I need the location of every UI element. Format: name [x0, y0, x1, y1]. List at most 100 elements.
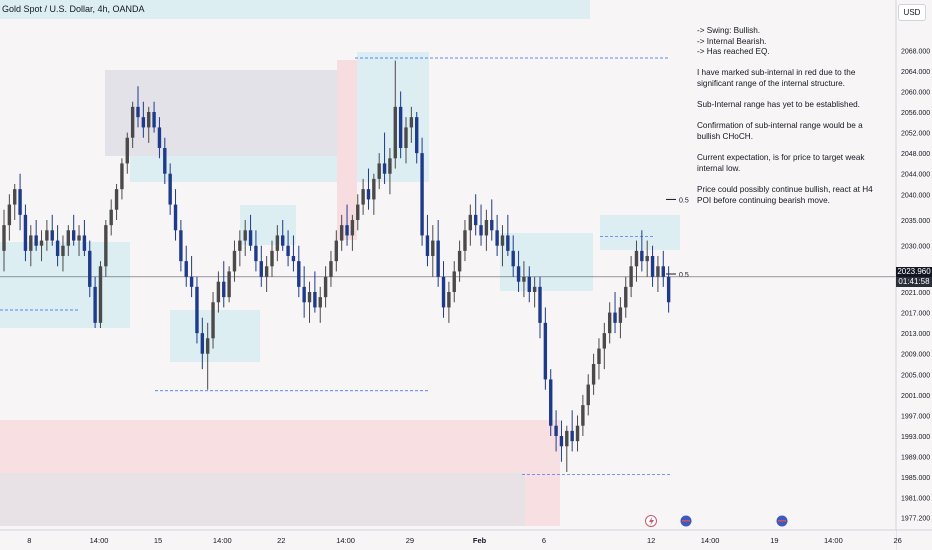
candle-body — [104, 225, 108, 267]
candle — [554, 410, 558, 452]
candle — [345, 204, 349, 246]
candle-body — [232, 250, 237, 272]
candle-body — [195, 286, 199, 334]
candle-body — [597, 348, 601, 364]
candle — [222, 261, 226, 308]
symbol-title[interactable]: Gold Spot / U.S. Dollar, 4h, OANDA — [2, 4, 145, 14]
note-paragraph: Price could possibly continue bullish, r… — [697, 184, 873, 205]
candle-body — [500, 235, 505, 246]
candle — [205, 322, 210, 390]
x-tick-label: 8 — [27, 536, 31, 545]
x-axis[interactable]: 8 14:00 15 14:00 22 14:00 29 Feb 6 12 14:00 19 14:00… — [0, 529, 932, 550]
candle — [248, 214, 253, 251]
candle-body — [163, 148, 167, 174]
candle-body — [629, 266, 633, 287]
candle — [404, 117, 408, 164]
candle — [538, 276, 542, 339]
candle-body — [565, 430, 569, 447]
candle-body — [200, 333, 205, 354]
candle — [168, 163, 172, 215]
x-tick-label: 29 — [406, 536, 414, 545]
note-line: -> Swing: Bullish. — [697, 26, 761, 35]
candle-body — [591, 364, 596, 385]
candle — [147, 106, 151, 143]
zone-blue-f — [500, 233, 593, 291]
candle — [613, 292, 617, 334]
candle — [82, 220, 87, 256]
candle — [420, 137, 424, 246]
candle — [179, 220, 183, 272]
candle-body — [393, 106, 397, 159]
candle-body — [666, 276, 671, 303]
candle — [313, 271, 317, 313]
candle-body — [323, 276, 328, 298]
candle — [361, 178, 365, 215]
candle — [39, 230, 44, 262]
candle — [281, 220, 285, 251]
candle — [666, 266, 671, 313]
candle — [452, 261, 456, 303]
x-tick-label: 22 — [277, 536, 285, 545]
candle-body — [264, 266, 269, 277]
candle — [329, 250, 333, 287]
x-tick-label: 12 — [647, 536, 655, 545]
candle — [302, 266, 306, 318]
candle-body — [23, 214, 28, 251]
candle-body — [398, 106, 403, 148]
candle — [270, 240, 274, 277]
event-icons[interactable] — [645, 515, 788, 527]
candle-body — [404, 127, 408, 148]
candle — [318, 286, 322, 323]
candle — [200, 317, 205, 370]
current-price-tag: 2023.960 01:41:58 — [896, 267, 932, 287]
candle — [516, 250, 521, 292]
candle — [23, 204, 28, 262]
candle-body — [45, 230, 49, 241]
candle — [479, 204, 483, 246]
zone-top-blue — [0, 0, 590, 19]
candle — [254, 230, 258, 272]
candle-body — [420, 153, 424, 236]
candle — [291, 235, 296, 272]
candle-body — [238, 240, 242, 251]
candle — [120, 158, 124, 200]
x-tick-label: 19 — [770, 536, 778, 545]
candle-body — [66, 230, 71, 246]
y-tick-label: 2017.000 — [901, 311, 930, 318]
candle-body — [522, 276, 526, 282]
candle — [457, 240, 462, 282]
candle-body — [248, 230, 253, 246]
candle — [484, 209, 489, 251]
candle-body — [350, 220, 355, 236]
candle-body — [329, 261, 333, 277]
candle-body — [618, 307, 623, 323]
candle — [195, 276, 199, 344]
candle — [232, 240, 237, 282]
candle — [264, 256, 269, 292]
candle-body — [50, 230, 54, 241]
candle — [243, 220, 247, 256]
candle — [55, 225, 60, 267]
candle-body — [645, 256, 649, 262]
currency-button[interactable]: USD — [898, 4, 926, 21]
candle — [93, 276, 97, 328]
candle-body — [211, 302, 215, 339]
candle — [527, 266, 531, 303]
candle-body — [452, 271, 456, 292]
y-tick-label: 1977.200 — [901, 515, 930, 522]
candle-body — [313, 292, 317, 308]
candle — [634, 240, 639, 282]
candle-body — [634, 250, 639, 267]
candlestick-series — [2, 60, 671, 472]
y-tick-label: 2001.000 — [901, 393, 930, 400]
candle — [125, 132, 129, 174]
candle-body — [77, 235, 81, 241]
candle-body — [511, 250, 515, 267]
candle-body — [291, 256, 296, 262]
y-tick-label: 2009.000 — [901, 352, 930, 359]
candle-body — [468, 214, 473, 231]
zone-blue-e — [357, 52, 429, 182]
candle-body — [254, 245, 258, 262]
candle — [88, 240, 92, 298]
